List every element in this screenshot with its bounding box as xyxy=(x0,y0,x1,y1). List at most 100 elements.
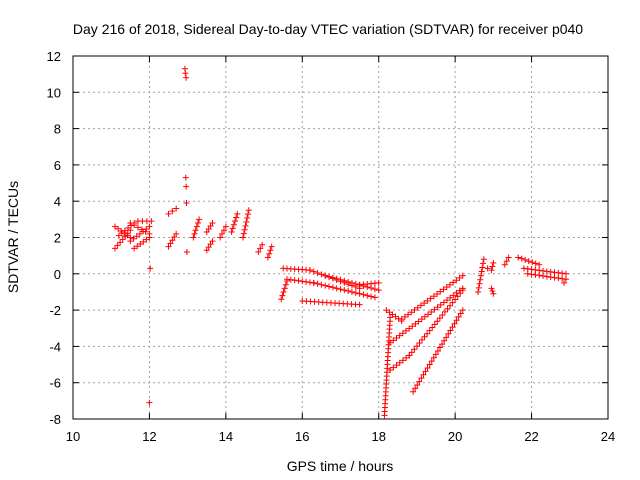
data-point xyxy=(134,224,141,231)
data-point xyxy=(480,256,487,263)
data-point xyxy=(406,352,413,359)
outlier-point xyxy=(484,265,491,272)
data-point xyxy=(169,237,176,244)
data-point xyxy=(245,207,252,214)
data-point xyxy=(229,225,236,232)
x-tick-label: 20 xyxy=(448,429,462,444)
data-point xyxy=(299,278,306,285)
data-point xyxy=(148,218,155,225)
data-point xyxy=(264,254,271,261)
x-tick-label: 14 xyxy=(219,429,233,444)
data-point xyxy=(130,235,137,242)
data-point xyxy=(478,268,485,275)
data-point xyxy=(490,259,497,266)
data-point xyxy=(326,283,333,290)
data-point xyxy=(532,271,539,278)
data-point xyxy=(440,286,447,293)
data-point xyxy=(524,270,531,277)
data-point xyxy=(205,244,212,251)
data-point xyxy=(456,274,463,281)
data-point xyxy=(140,228,147,235)
data-point xyxy=(449,299,456,306)
data-point xyxy=(431,321,438,328)
data-point xyxy=(387,339,394,346)
data-point xyxy=(505,254,512,261)
data-point xyxy=(389,311,396,318)
data-point xyxy=(551,274,558,281)
data-point xyxy=(453,317,460,324)
data-point xyxy=(255,249,262,256)
x-tick-label: 12 xyxy=(142,429,156,444)
data-point xyxy=(488,285,495,292)
data-point xyxy=(428,358,435,365)
data-point xyxy=(121,227,128,234)
data-point xyxy=(443,284,450,291)
data-point xyxy=(203,247,210,254)
data-point xyxy=(459,272,466,279)
data-point xyxy=(167,240,174,247)
data-point xyxy=(440,299,447,306)
data-point xyxy=(284,276,290,283)
y-tick-label: 0 xyxy=(54,267,61,282)
data-point xyxy=(408,309,415,316)
data-point xyxy=(337,276,344,283)
data-point xyxy=(439,341,446,348)
data-point xyxy=(125,225,132,232)
x-tick-label: 24 xyxy=(601,429,615,444)
data-point xyxy=(490,290,497,297)
data-point xyxy=(518,255,525,262)
data-point xyxy=(421,300,428,307)
data-point xyxy=(480,260,487,267)
data-point xyxy=(244,211,251,218)
data-point xyxy=(396,332,403,339)
data-point xyxy=(547,274,554,281)
data-point xyxy=(115,232,122,239)
data-point xyxy=(136,230,143,237)
data-point xyxy=(426,327,433,334)
data-point xyxy=(119,236,126,243)
data-point xyxy=(341,287,348,294)
data-point xyxy=(143,236,150,243)
data-point xyxy=(399,330,406,337)
data-point xyxy=(244,215,251,222)
x-tick-label: 16 xyxy=(295,429,309,444)
data-point xyxy=(173,205,180,212)
data-point xyxy=(437,344,444,351)
y-tick-label: 12 xyxy=(47,49,61,64)
data-point xyxy=(322,272,329,279)
data-point xyxy=(475,284,482,291)
data-point xyxy=(477,276,484,283)
data-point xyxy=(479,264,486,271)
data-point xyxy=(424,330,431,337)
data-point xyxy=(356,290,363,297)
data-point xyxy=(306,267,313,274)
data-point xyxy=(234,210,241,217)
data-point xyxy=(416,378,423,385)
outlier-point xyxy=(561,279,568,286)
data-point xyxy=(432,351,439,358)
data-points xyxy=(112,65,569,419)
x-tick-label: 22 xyxy=(524,429,538,444)
y-axis-label: SDTVAR / TECUs xyxy=(5,181,21,293)
data-point xyxy=(371,286,378,293)
data-point xyxy=(165,243,172,250)
data-point xyxy=(457,290,464,297)
data-point xyxy=(424,297,431,304)
data-point xyxy=(420,371,427,378)
x-axis-label: GPS time / hours xyxy=(287,458,394,474)
data-point xyxy=(333,285,340,292)
data-point xyxy=(122,233,129,240)
data-point xyxy=(341,277,348,284)
data-point xyxy=(383,307,390,314)
data-point xyxy=(454,293,461,300)
data-point xyxy=(455,313,462,320)
outlier-point xyxy=(183,200,190,207)
data-point xyxy=(543,273,550,280)
data-point xyxy=(279,292,286,299)
data-point xyxy=(303,278,310,285)
data-point xyxy=(434,290,441,297)
data-point xyxy=(392,313,399,320)
data-point xyxy=(310,279,317,286)
data-point xyxy=(412,385,419,392)
